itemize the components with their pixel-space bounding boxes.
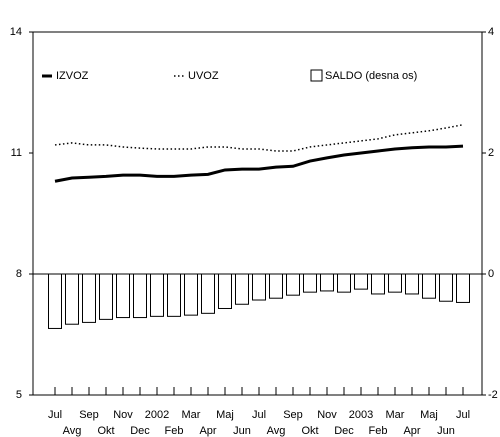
x-tick-label: Nov <box>113 409 133 421</box>
x-tick-label: Okt <box>301 425 318 437</box>
bar <box>201 273 215 314</box>
bar <box>320 273 334 292</box>
bar <box>235 273 249 305</box>
bar <box>405 273 419 295</box>
bar <box>167 273 181 317</box>
bar <box>269 273 283 299</box>
legend-label: IZVOZ <box>56 70 89 82</box>
bar <box>354 273 368 290</box>
x-tick-label: Maj <box>420 409 438 421</box>
y-tick-label: 5 <box>16 389 22 401</box>
y-tick-label: 11 <box>11 147 22 159</box>
bar <box>388 273 402 293</box>
bar <box>116 273 130 319</box>
bar <box>337 273 351 293</box>
bar <box>303 273 317 293</box>
x-tick-label: Jul <box>252 409 266 421</box>
y2-tick-label: 2 <box>488 147 494 159</box>
bar <box>65 273 79 325</box>
x-tick-label: Jul <box>48 409 62 421</box>
bar <box>422 273 436 299</box>
y2-tick-label: 4 <box>488 26 494 38</box>
x-tick-label: Sep <box>283 409 303 421</box>
y-tick-label: 8 <box>16 268 22 280</box>
line-0 <box>54 144 464 183</box>
x-tick-label: 2003 <box>349 409 373 421</box>
plot-frame <box>32 31 483 396</box>
x-tick-label: Nov <box>317 409 337 421</box>
x-tick-label: 2002 <box>145 409 169 421</box>
bar <box>456 273 470 303</box>
x-tick-label: Feb <box>369 425 388 437</box>
x-tick-label: Avg <box>63 425 82 437</box>
bar <box>133 273 147 319</box>
x-tick-label: Jun <box>233 425 251 437</box>
bar <box>252 273 266 301</box>
x-tick-label: Mar <box>182 409 201 421</box>
x-tick-label: Maj <box>216 409 234 421</box>
x-tick-label: Avg <box>267 425 286 437</box>
x-tick-label: Mar <box>386 409 405 421</box>
x-tick-label: Dec <box>130 425 150 437</box>
bar <box>286 273 300 296</box>
x-tick-label: Apr <box>403 425 420 437</box>
bar <box>439 273 453 302</box>
legend-label: SALDO (desna os) <box>325 70 417 82</box>
bar <box>48 273 62 329</box>
x-tick-label: Jul <box>456 409 470 421</box>
bar <box>150 273 164 317</box>
y-tick-label: 14 <box>10 26 22 38</box>
bar <box>82 273 96 323</box>
line-1 <box>54 124 464 152</box>
y2-tick-label: -2 <box>488 389 498 401</box>
x-tick-label: Jun <box>437 425 455 437</box>
legend-label: UVOZ <box>188 70 219 82</box>
x-tick-label: Feb <box>165 425 184 437</box>
bar <box>99 273 113 320</box>
x-tick-label: Sep <box>79 409 99 421</box>
y2-tick-label: 0 <box>488 268 494 280</box>
bar <box>218 273 232 309</box>
bar <box>371 273 385 295</box>
bar <box>184 273 198 316</box>
x-tick-label: Apr <box>199 425 216 437</box>
x-tick-label: Dec <box>334 425 354 437</box>
legend-swatch <box>310 69 323 82</box>
x-tick-label: Okt <box>97 425 114 437</box>
